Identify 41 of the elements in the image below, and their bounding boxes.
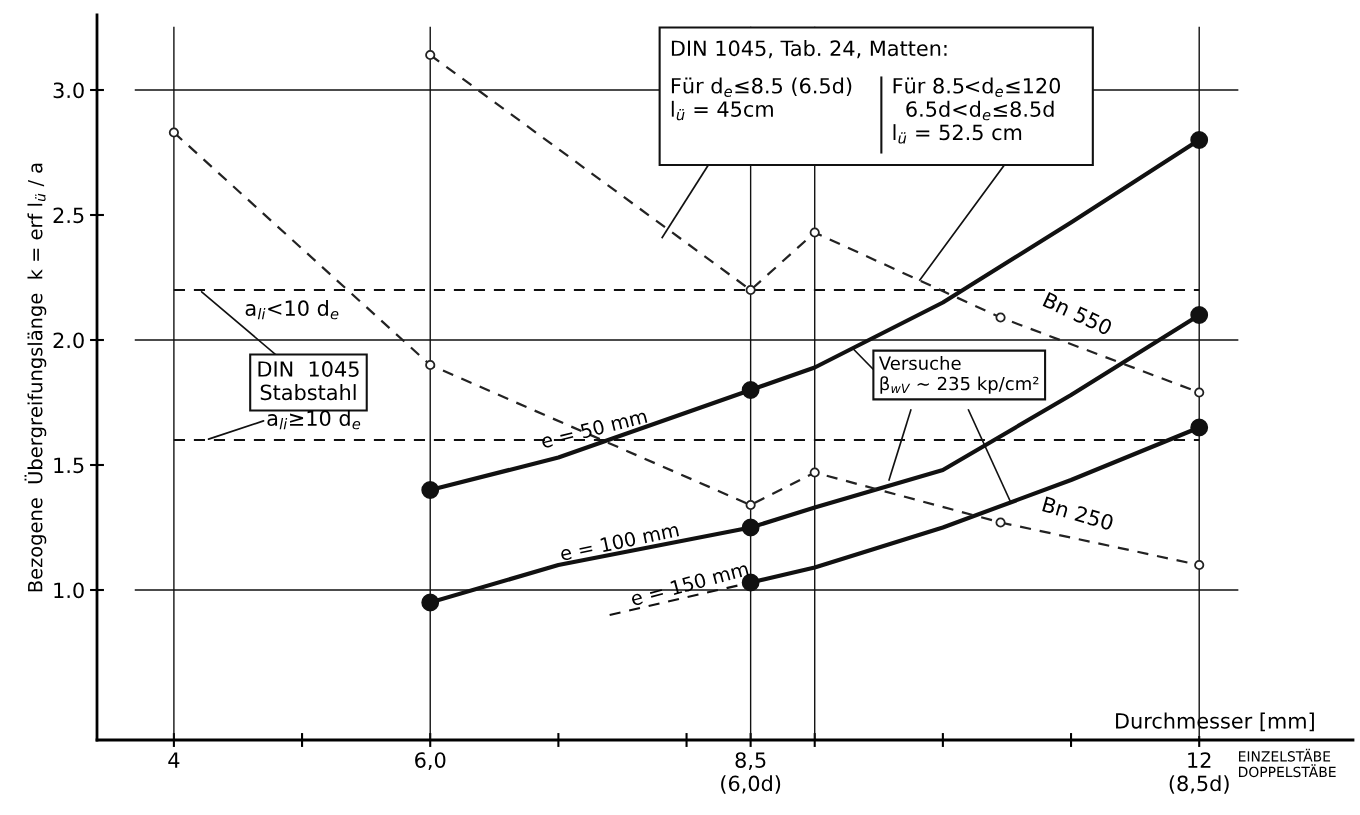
annotation: DIN 1045 Stabstahl — [258, 361, 359, 401]
y-axis-title: Bezogene Übergreifungslänge k = erf l$_{ü}$ / a — [24, 163, 47, 592]
point — [995, 312, 1006, 323]
x-tick-label: 6,0 — [415, 752, 446, 771]
point — [421, 593, 440, 612]
point — [1194, 559, 1205, 571]
point — [1190, 306, 1209, 324]
annotation: Versuche β$_{wV}$ ~ 235 kp/cm² — [878, 356, 1039, 394]
point — [741, 381, 760, 399]
text: e = 50 mm — [540, 408, 648, 449]
annotation: DIN 1045, Tab. 24, Matten: — [671, 40, 947, 59]
text: Bn 250 — [1042, 496, 1115, 531]
point — [809, 227, 820, 238]
point — [995, 517, 1006, 528]
point — [745, 499, 756, 511]
point — [1190, 418, 1209, 437]
text: Für d$_{e}$≤8.5 (6.5d) l$_{ü}$ = 45cm — [671, 77, 852, 121]
point — [1190, 131, 1209, 149]
y-tick-label: 1.5 — [54, 457, 84, 474]
point — [425, 359, 436, 371]
x-tick-label: 8,5 (6,0d) — [721, 752, 781, 794]
point — [421, 481, 440, 499]
y-tick-label: 2.5 — [53, 207, 84, 224]
annotation: a$_{li}$≥10 d$_{e}$ — [267, 409, 361, 430]
point — [741, 518, 760, 537]
x-tick-label: 4 — [168, 752, 180, 768]
text: e = 150 mm — [630, 561, 749, 607]
text: e = 100 mm — [559, 521, 680, 562]
x-tick-label: 12 (8,5d) — [1169, 752, 1229, 794]
text: Bn 550 — [1042, 291, 1114, 336]
point — [809, 467, 820, 478]
annotation: a$_{li}$<10 d$_{e}$ — [245, 299, 339, 320]
y-tick-label: 2.0 — [53, 332, 84, 349]
text: EINZELSTÄBE DOPPELSTÄBE — [1239, 748, 1336, 778]
point — [425, 49, 436, 61]
text: Für 8.5<d$_{e}$≤120 6.5d<d$_{e}$≤8.5d l$_{ü}$ = 52.5 cm — [893, 77, 1061, 144]
point — [1194, 387, 1205, 398]
y-tick-label: 1.0 — [54, 582, 84, 599]
point — [168, 127, 179, 138]
y-tick-label: 3.0 — [53, 82, 84, 99]
point — [745, 284, 756, 296]
